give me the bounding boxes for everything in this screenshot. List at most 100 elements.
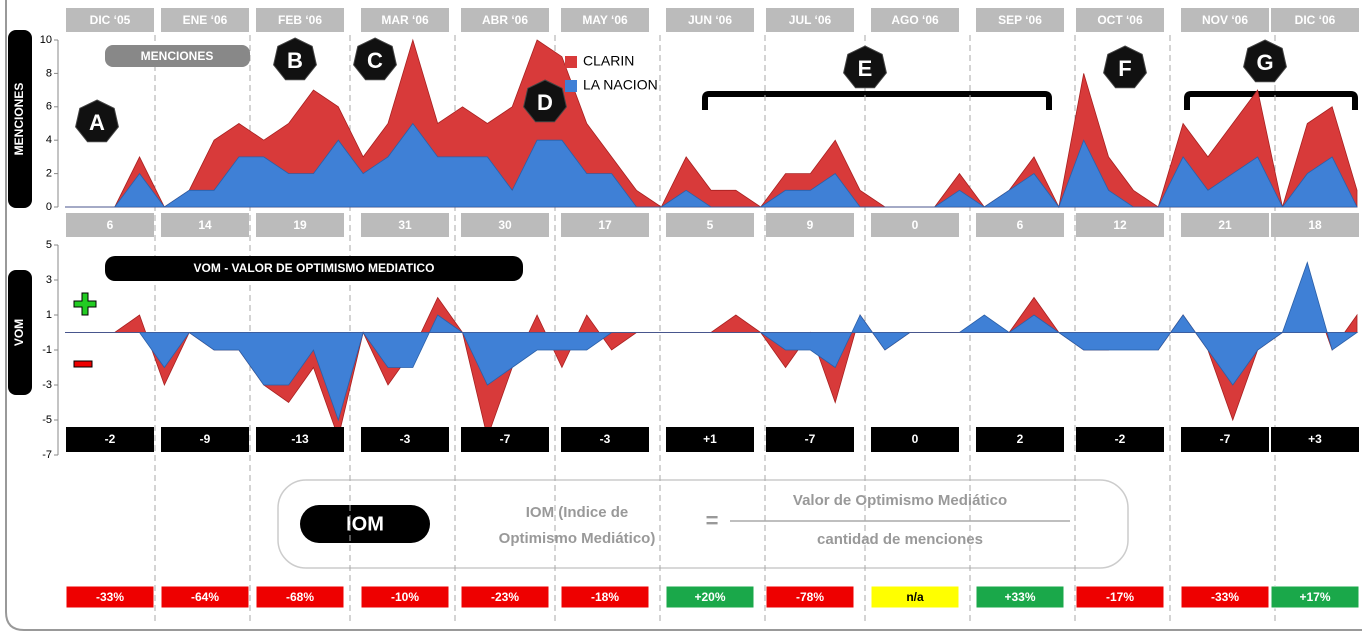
vom-total: -7: [1220, 432, 1231, 446]
title-pill: [105, 256, 523, 281]
vom-total: -2: [105, 432, 116, 446]
mentions-count: 31: [398, 218, 412, 232]
month-box: [766, 8, 854, 32]
frame: [5, 0, 1362, 631]
y-axis-label: MENCIONES: [12, 83, 26, 156]
iom-value: -68%: [286, 590, 314, 604]
vom-total: -2: [1115, 432, 1126, 446]
month-label: OCT ‘06: [1097, 13, 1143, 27]
vom-total-box: [766, 427, 854, 452]
y-tick-label: 8: [46, 67, 52, 79]
annotation-letter: A: [89, 110, 105, 135]
legend-label: LA NACION: [583, 77, 658, 93]
mentions-box: [361, 213, 449, 237]
annotation-badge: [843, 45, 887, 89]
vom-total: +1: [703, 432, 717, 446]
month-box: [666, 8, 754, 32]
month-label: ABR ‘06: [482, 13, 528, 27]
iom-value-box: [1270, 585, 1360, 609]
iom-value: -78%: [796, 590, 824, 604]
iom-value-box: [665, 585, 755, 609]
vom-total-box: [666, 427, 754, 452]
mentions-box: [161, 213, 249, 237]
vom-total-box: [1076, 427, 1164, 452]
bracket: [1184, 91, 1358, 110]
annotation-badge: [75, 99, 119, 143]
mentions-count: 6: [107, 218, 114, 232]
month-label: JUL ‘06: [789, 13, 832, 27]
iom-value-box: [765, 585, 855, 609]
iom-label: IOM: [346, 513, 384, 535]
annotation-letter: E: [858, 56, 873, 81]
mentions-count: 30: [498, 218, 512, 232]
month-label: DIC ‘05: [90, 13, 131, 27]
iom-value: -33%: [1211, 590, 1239, 604]
vom-total: -3: [400, 432, 411, 446]
mentions-box: [1271, 213, 1359, 237]
month-box: [561, 8, 649, 32]
vom-total: 0: [912, 432, 919, 446]
iom-value-box: [65, 585, 155, 609]
chart-title: VOM - VALOR DE OPTIMISMO MEDIATICO: [194, 261, 435, 275]
iom-value-box: [360, 585, 450, 609]
iom-value: +20%: [694, 590, 725, 604]
vom-total-box: [461, 427, 549, 452]
mentions-count: 9: [807, 218, 814, 232]
month-box: [976, 8, 1064, 32]
iom-value: +33%: [1004, 590, 1035, 604]
mentions-count: 12: [1113, 218, 1127, 232]
mentions-count: 18: [1308, 218, 1322, 232]
mentions-box: [561, 213, 649, 237]
annotation-letter: G: [1256, 50, 1273, 75]
y-tick-label: -7: [42, 449, 52, 461]
iom-formula: IOM IOM (Indice de Optimismo Mediático) …: [277, 479, 1129, 569]
month-box: [1181, 8, 1269, 32]
month-label: NOV ‘06: [1202, 13, 1248, 27]
area: [65, 261, 1359, 422]
vom-total-box: [66, 427, 154, 452]
month-box: [161, 8, 249, 32]
vom-total-box: [976, 427, 1064, 452]
month-label: MAY ‘06: [582, 13, 628, 27]
annotation-badge: [353, 37, 397, 81]
bracket: [702, 91, 1052, 110]
ylabel-box: [8, 30, 32, 208]
mentions-count: 6: [1017, 218, 1024, 232]
iom-pill: [300, 505, 430, 543]
mentions-count: 21: [1218, 218, 1232, 232]
iom-value-box: [1180, 585, 1270, 609]
month-box: [256, 8, 344, 32]
y-tick-label: 6: [46, 101, 52, 113]
y-tick-label: 1: [46, 309, 52, 321]
annotation-badge: [523, 79, 567, 123]
month-box: [871, 8, 959, 32]
month-box: [66, 8, 154, 32]
y-tick-label: 4: [46, 134, 52, 146]
iom-value-box: [1075, 585, 1165, 609]
formula-box: [277, 479, 1129, 569]
vom-total-box: [871, 427, 959, 452]
iom-value: -23%: [491, 590, 519, 604]
annotation-letter: B: [287, 48, 303, 73]
vom-total: 2: [1017, 432, 1024, 446]
mentions-count: 17: [598, 218, 612, 232]
numerator: Valor de Optimismo Mediático: [793, 492, 1007, 509]
vom-total-box: [361, 427, 449, 452]
y-tick-label: -5: [42, 414, 52, 426]
month-label: JUN ‘06: [688, 13, 732, 27]
y-tick-label: 0: [46, 201, 52, 213]
y-tick-label: -3: [42, 379, 52, 391]
chart-title: MENCIONES: [141, 49, 214, 63]
annotation-letter: F: [1118, 56, 1131, 81]
month-label: SEP ‘06: [998, 13, 1042, 27]
legend-swatch: [565, 80, 577, 92]
mentions-box: [1181, 213, 1269, 237]
mentions-count: 14: [198, 218, 212, 232]
ylabel-box: [8, 270, 32, 395]
area: [65, 122, 1358, 208]
vom-total-box: [561, 427, 649, 452]
month-label: FEB ‘06: [278, 13, 322, 27]
y-tick-label: -1: [42, 344, 52, 356]
mentions-box: [871, 213, 959, 237]
iom-value: -10%: [391, 590, 419, 604]
